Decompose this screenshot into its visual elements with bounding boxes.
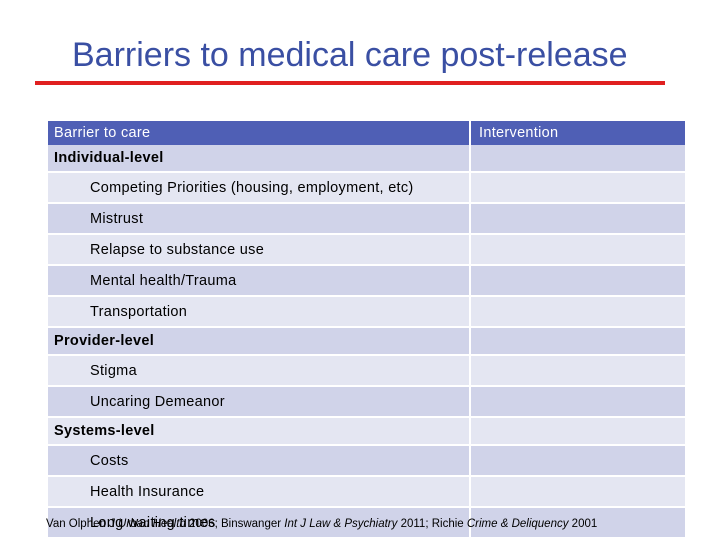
intervention-cell — [471, 418, 685, 444]
citation: Van Olphen J Urban Health 2006; Binswang… — [46, 518, 597, 530]
barrier-cell: Transportation — [48, 297, 471, 326]
group-row: Systems-level — [48, 418, 685, 446]
barrier-cell: Long waiting times — [48, 508, 471, 537]
intervention-cell — [471, 328, 685, 354]
group-label: Provider-level — [48, 328, 471, 354]
intervention-cell — [471, 145, 685, 171]
barrier-cell: Competing Priorities (housing, employmen… — [48, 173, 471, 202]
table-row: Stigma — [48, 356, 685, 387]
citation-part: 2001 — [568, 518, 598, 530]
citation-journal: Crime & Deliquency — [466, 518, 569, 530]
table-body: Individual-level Competing Priorities (ho… — [48, 145, 685, 539]
table-row: Costs — [48, 446, 685, 477]
barrier-cell: Mental health/Trauma — [48, 266, 471, 295]
intervention-cell — [471, 204, 685, 233]
header-intervention: Intervention — [471, 121, 685, 145]
intervention-cell — [471, 446, 685, 475]
title-divider — [35, 81, 665, 85]
barrier-cell: Stigma — [48, 356, 471, 385]
barrier-cell: Health Insurance — [48, 477, 471, 506]
table-row: Mental health/Trauma — [48, 266, 685, 297]
citation-journal: Int J Law & Psychiatry — [284, 518, 398, 530]
group-label: Individual-level — [48, 145, 471, 171]
page-title: Barriers to medical care post-release — [72, 36, 628, 74]
citation-part: 2006; Binswanger — [185, 518, 285, 530]
intervention-cell — [471, 266, 685, 295]
intervention-cell — [471, 173, 685, 202]
intervention-cell — [471, 356, 685, 385]
table-row: Competing Priorities (housing, employmen… — [48, 173, 685, 204]
barrier-cell: Mistrust — [48, 204, 471, 233]
header-barrier: Barrier to care — [48, 121, 471, 145]
barrier-cell: Uncaring Demeanor — [48, 387, 471, 416]
table-row: Relapse to substance use — [48, 235, 685, 266]
table-row: Mistrust — [48, 204, 685, 235]
group-row: Provider-level — [48, 328, 685, 356]
citation-journal: J Urban Health — [109, 518, 186, 530]
intervention-cell — [471, 297, 685, 326]
table-row: Transportation — [48, 297, 685, 328]
table-row: Health Insurance — [48, 477, 685, 508]
intervention-cell — [471, 508, 685, 537]
table-row: Uncaring Demeanor — [48, 387, 685, 418]
table-header-row: Barrier to care Intervention — [48, 121, 685, 145]
barrier-cell: Costs — [48, 446, 471, 475]
citation-part: 2011; Richie — [397, 518, 467, 530]
table-row: Long waiting times — [48, 508, 685, 539]
intervention-cell — [471, 235, 685, 264]
barrier-cell: Relapse to substance use — [48, 235, 471, 264]
group-row: Individual-level — [48, 145, 685, 173]
intervention-cell — [471, 387, 685, 416]
intervention-cell — [471, 477, 685, 506]
barriers-table: Barrier to care Intervention Individual-… — [48, 121, 685, 539]
group-label: Systems-level — [48, 418, 471, 444]
citation-part: Van Olphen — [46, 518, 110, 530]
